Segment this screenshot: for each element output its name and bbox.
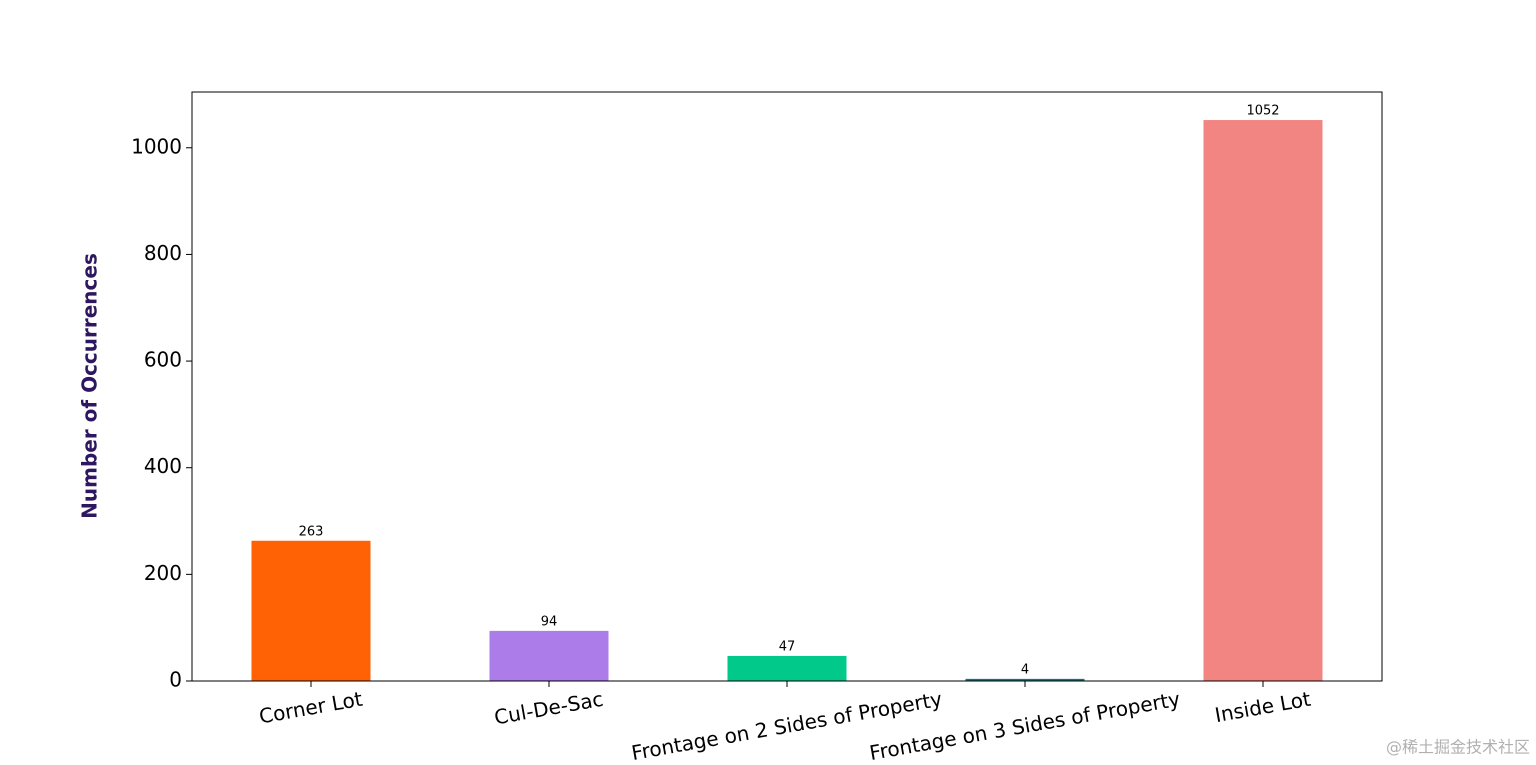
bar (727, 655, 847, 681)
x-tick-label: Inside Lot (1213, 687, 1313, 727)
value-label: 47 (779, 639, 796, 654)
bar (251, 540, 371, 681)
y-tick-label: 600 (144, 348, 182, 372)
bar (965, 678, 1085, 681)
value-label: 4 (1021, 662, 1029, 677)
watermark: @稀土掘金技术社区 (1386, 738, 1530, 757)
y-tick-label: 1000 (131, 134, 182, 158)
value-label: 263 (299, 524, 324, 539)
y-tick-label: 800 (144, 241, 182, 265)
value-label: 94 (541, 614, 558, 629)
bar (489, 630, 609, 681)
y-tick-label: 400 (144, 454, 182, 478)
value-label: 1052 (1246, 104, 1279, 119)
x-tick-label: Corner Lot (257, 687, 364, 729)
y-tick-label: 0 (169, 668, 182, 692)
y-axis-label: Number of Occurrences (78, 253, 102, 519)
plot-frame (191, 91, 1383, 682)
bar (1203, 120, 1323, 682)
x-tick-label: Cul-De-Sac (492, 687, 605, 730)
y-tick-label: 200 (144, 561, 182, 585)
